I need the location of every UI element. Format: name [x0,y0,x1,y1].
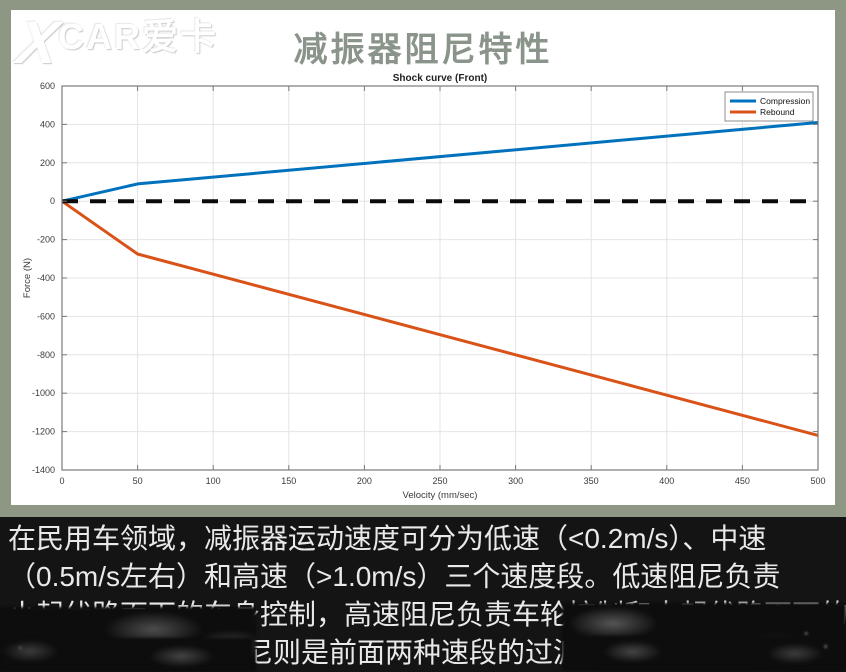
legend-box [724,91,814,122]
y-tick-label: -1000 [32,388,55,398]
y-tick-label: 0 [50,196,55,206]
xcar-logo-text: CAR爱卡 [58,16,219,57]
x-tick-label: 100 [206,476,221,486]
y-tick-label: -1400 [32,465,55,475]
x-axis-label: Velocity (mm/sec) [403,490,478,501]
y-tick-label: -600 [37,311,55,321]
x-tick-label: 350 [584,476,599,486]
x-tick-label: 450 [735,476,750,486]
y-tick-label: -400 [37,273,55,283]
x-tick-label: 50 [133,476,143,486]
chart-title: Shock curve (Front) [393,73,487,84]
y-tick-label: 400 [40,119,55,129]
x-tick-label: 200 [357,476,372,486]
x-tick-label: 150 [281,476,296,486]
shock-curve-chart: 0 50 100 150 200 250 300 350 400 450 500 -1400 -1200… [22,73,826,501]
y-tick-label: 600 [40,81,55,91]
x-tick-label: 300 [508,476,523,486]
y-axis-label: Force (N) [22,258,33,298]
caption-panel: 在民用车领域，减振器运动速度可分为低速（<0.2m/s）、中速 （0.5m/s左… [0,517,846,671]
blur-artifact [592,636,846,671]
rebound-line [61,199,819,437]
x-tick-label: 0 [59,476,64,486]
xcar-watermark-logo: XCAR爱卡 [13,8,219,77]
compression-line [61,120,819,203]
y-tick-label: -200 [37,235,55,245]
legend-label: Compression [760,96,810,106]
caption-line: 尼则是前面两种速段的过渡 [245,637,582,668]
x-tick-label: 400 [659,476,674,486]
y-tick-label: -800 [37,350,55,360]
y-tick-label: 200 [40,158,55,168]
blur-artifact [0,638,252,671]
legend-label: Rebound [760,107,795,117]
y-tick-label: -1200 [32,427,55,437]
x-tick-label: 250 [432,476,447,486]
caption-line: （0.5m/s左右）和高速（>1.0m/s）三个速度段。低速阻尼负责 [8,561,781,592]
caption-line: 在民用车领域，减振器运动速度可分为低速（<0.2m/s）、中速 [8,523,767,554]
page-title: 减振器阻尼特性 [293,31,553,69]
x-tick-label: 500 [810,476,825,486]
